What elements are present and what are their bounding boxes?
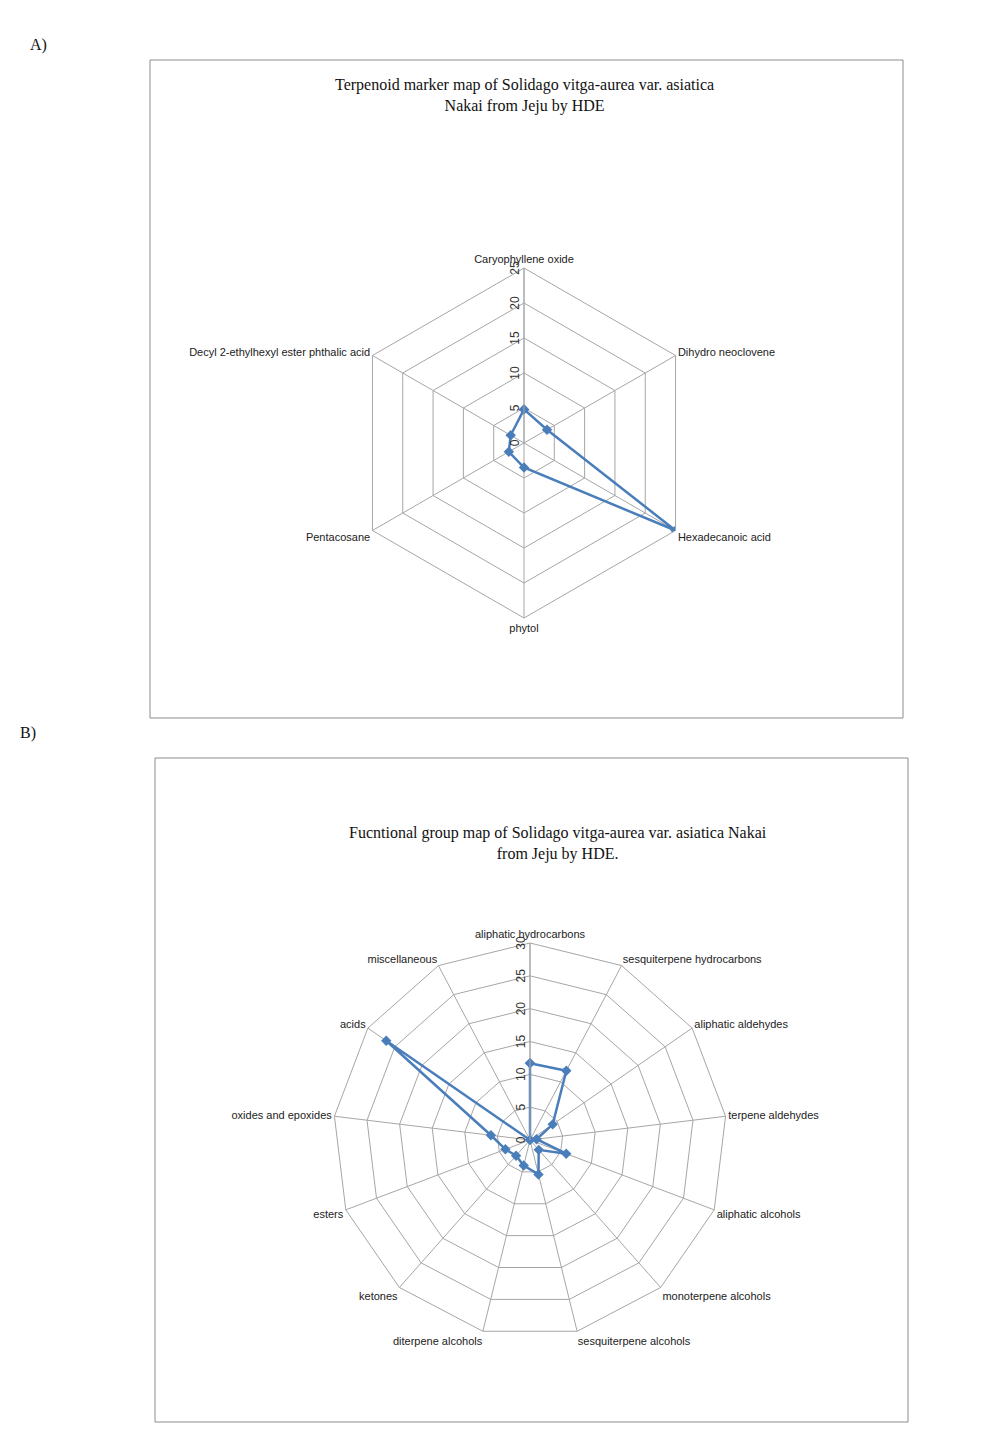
svg-text:B): B) [20, 724, 36, 742]
svg-text:10: 10 [508, 366, 522, 380]
svg-text:Caryophyllene oxide: Caryophyllene oxide [474, 253, 574, 265]
svg-text:15: 15 [508, 331, 522, 345]
svg-text:Decyl 2-ethylhexyl ester phtha: Decyl 2-ethylhexyl ester phthalic acid [189, 346, 370, 358]
svg-text:sesquiterpene hydrocarbons: sesquiterpene hydrocarbons [623, 953, 762, 965]
svg-text:20: 20 [514, 1002, 528, 1016]
svg-text:aliphatic alcohols: aliphatic alcohols [717, 1208, 801, 1220]
svg-text:monoterpene alcohols: monoterpene alcohols [662, 1290, 771, 1302]
svg-text:phytol: phytol [509, 622, 538, 634]
svg-text:ketones: ketones [359, 1290, 398, 1302]
svg-text:0: 0 [508, 439, 522, 446]
svg-text:A): A) [30, 36, 47, 54]
svg-text:Dihydro neoclovene: Dihydro neoclovene [678, 346, 775, 358]
svg-text:esters: esters [313, 1208, 343, 1220]
svg-text:acids: acids [340, 1018, 366, 1030]
svg-text:30: 30 [514, 936, 528, 950]
svg-text:5: 5 [508, 404, 522, 411]
svg-text:0: 0 [514, 1136, 528, 1143]
svg-text:25: 25 [508, 261, 522, 275]
svg-text:Pentacosane: Pentacosane [306, 531, 370, 543]
svg-text:oxides and epoxides: oxides and epoxides [231, 1109, 332, 1121]
svg-text:aliphatic hydrocarbons: aliphatic hydrocarbons [475, 928, 586, 940]
svg-text:25: 25 [514, 969, 528, 983]
svg-text:diterpene alcohols: diterpene alcohols [393, 1335, 483, 1347]
svg-text:aliphatic aldehydes: aliphatic aldehydes [694, 1018, 788, 1030]
svg-text:miscellaneous: miscellaneous [367, 953, 437, 965]
svg-text:Fucntional group map of Solida: Fucntional group map of Solidago vitga-a… [349, 824, 767, 863]
svg-text:10: 10 [514, 1067, 528, 1081]
svg-text:20: 20 [508, 296, 522, 310]
svg-text:Hexadecanoic acid: Hexadecanoic acid [678, 531, 771, 543]
svg-text:sesquiterpene alcohols: sesquiterpene alcohols [578, 1335, 691, 1347]
svg-text:5: 5 [514, 1104, 528, 1111]
svg-text:Terpenoid marker map of Solida: Terpenoid marker map of Solidago vitga-a… [335, 76, 714, 115]
svg-text:terpene aldehydes: terpene aldehydes [728, 1109, 819, 1121]
svg-text:15: 15 [514, 1035, 528, 1049]
